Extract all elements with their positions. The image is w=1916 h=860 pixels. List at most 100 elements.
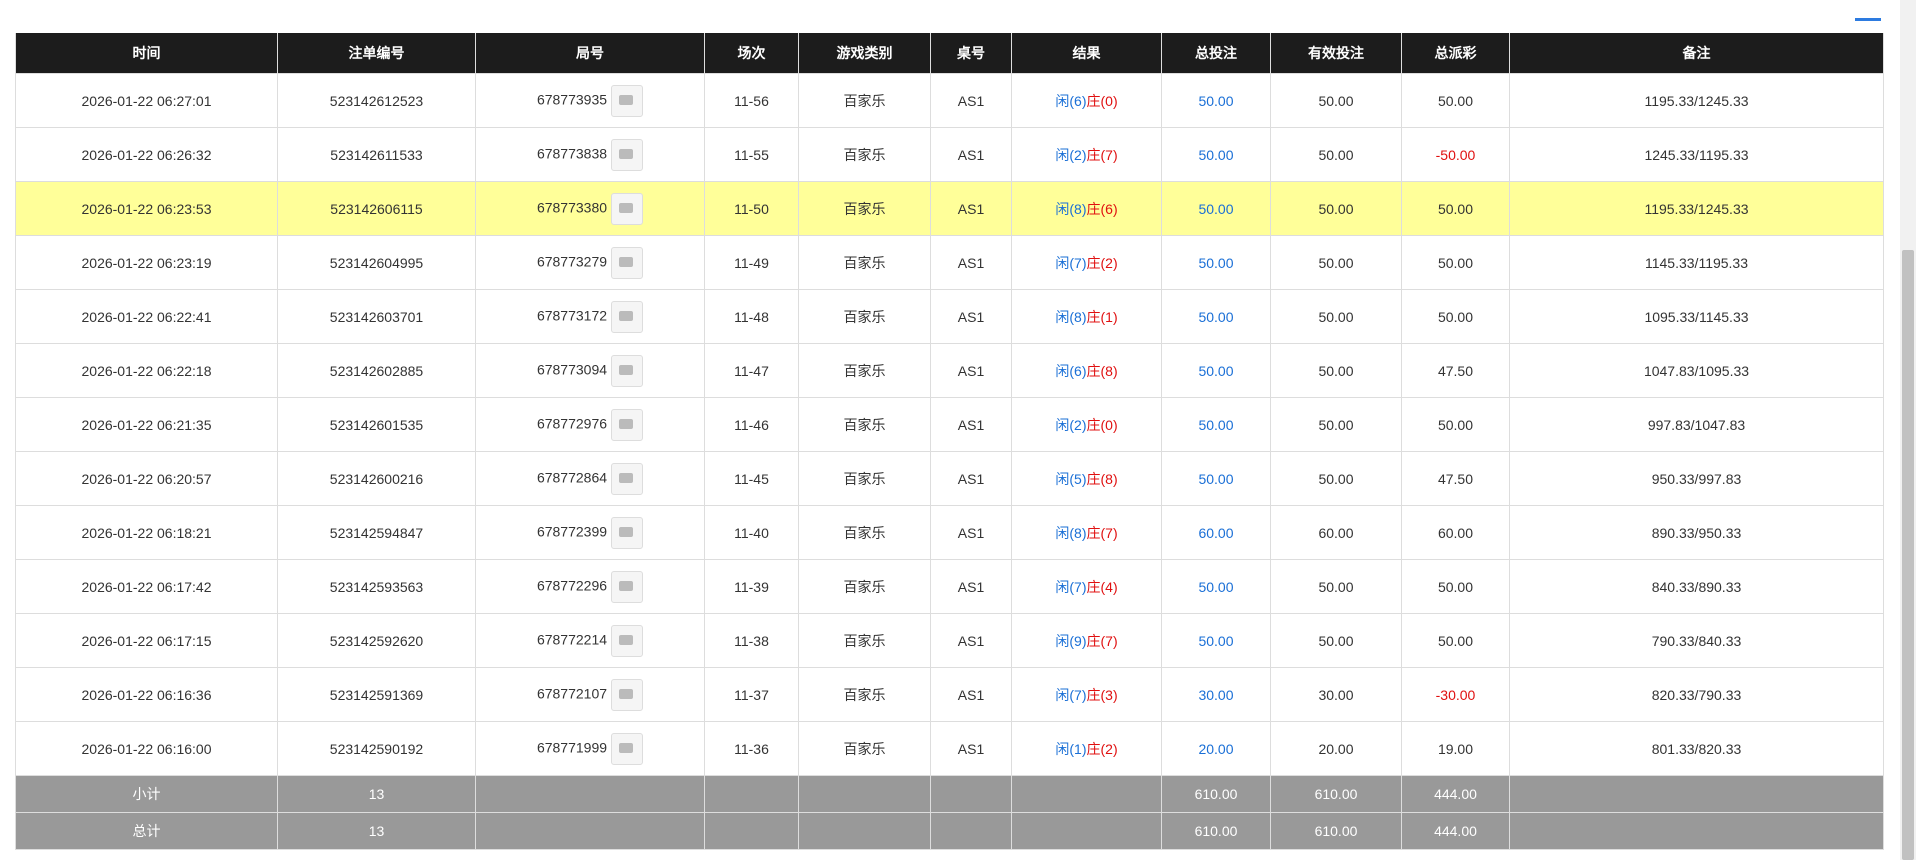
footer-total-bet: 610.00 — [1161, 812, 1271, 850]
bet-id-cell: 523142606115 — [277, 181, 476, 236]
session-cell: 11-46 — [704, 397, 799, 452]
replay-icon[interactable] — [611, 462, 644, 495]
result-cell: 闲(7)庄(4) — [1011, 559, 1162, 614]
banker-result: 庄(2) — [1086, 254, 1118, 271]
desk-cell: AS1 — [930, 667, 1012, 722]
bet-id-cell: 523142603701 — [277, 289, 476, 344]
footer-label: 小计 — [15, 775, 278, 813]
valid-bet: 50.00 — [1318, 362, 1354, 379]
session: 11-56 — [734, 92, 769, 109]
footer-empty — [1011, 812, 1162, 850]
footer-empty — [1509, 775, 1884, 813]
result-cell: 闲(5)庄(8) — [1011, 451, 1162, 506]
game: 百家乐 — [843, 632, 886, 649]
replay-icon[interactable] — [611, 354, 644, 387]
valid-bet-cell: 50.00 — [1270, 289, 1402, 344]
desk: AS1 — [957, 308, 985, 325]
replay-icon[interactable] — [611, 570, 644, 603]
total-bet-cell: 20.00 — [1161, 721, 1271, 776]
game: 百家乐 — [843, 92, 886, 109]
scrollbar-thumb[interactable] — [1902, 250, 1914, 860]
banker-result: 庄(4) — [1086, 578, 1118, 595]
result-cell: 闲(8)庄(6) — [1011, 181, 1162, 236]
replay-icon[interactable] — [611, 246, 644, 279]
desk-cell: AS1 — [930, 451, 1012, 506]
replay-icon[interactable] — [611, 516, 644, 549]
payout-cell: 50.00 — [1401, 397, 1510, 452]
replay-icon[interactable] — [611, 732, 644, 765]
note-cell: 950.33/997.83 — [1509, 451, 1884, 506]
payout: -50.00 — [1435, 146, 1476, 163]
bet-id: 523142600216 — [329, 470, 424, 487]
game-cell: 百家乐 — [798, 397, 931, 452]
column-header: 备注 — [1509, 33, 1884, 74]
desk: AS1 — [957, 578, 985, 595]
total-bet: 50.00 — [1198, 362, 1234, 379]
banker-result: 庄(7) — [1086, 632, 1118, 649]
player-result: 闲(9) — [1055, 632, 1087, 649]
session-cell: 11-38 — [704, 613, 799, 668]
desk: AS1 — [957, 416, 985, 433]
footer-valid-bet: 610.00 — [1270, 812, 1402, 850]
banker-result: 庄(0) — [1086, 416, 1118, 433]
replay-icon[interactable] — [611, 192, 644, 225]
column-header: 时间 — [15, 33, 278, 74]
game-cell: 百家乐 — [798, 181, 931, 236]
footer-payout: 444.00 — [1401, 812, 1510, 850]
round-cell: 678773279 — [475, 235, 705, 290]
payout-cell: -50.00 — [1401, 127, 1510, 182]
desk-cell: AS1 — [930, 73, 1012, 128]
replay-icon[interactable] — [611, 138, 644, 171]
payout-cell: 50.00 — [1401, 235, 1510, 290]
round-cell: 678772107 — [475, 667, 705, 722]
footer-empty — [798, 775, 931, 813]
payout-cell: -30.00 — [1401, 667, 1510, 722]
round: 678773172 — [536, 307, 608, 324]
column-header: 总派彩 — [1401, 33, 1510, 74]
valid-bet-cell: 30.00 — [1270, 667, 1402, 722]
game: 百家乐 — [843, 200, 886, 217]
note: 1095.33/1145.33 — [1644, 308, 1749, 325]
replay-icon[interactable] — [611, 408, 644, 441]
scrollbar[interactable] — [1900, 0, 1916, 860]
time-cell: 2026-01-22 06:26:32 — [15, 127, 278, 182]
time-cell: 2026-01-22 06:27:01 — [15, 73, 278, 128]
desk-cell: AS1 — [930, 613, 1012, 668]
payout: 50.00 — [1437, 200, 1474, 217]
footer-count: 13 — [277, 775, 476, 813]
valid-bet: 50.00 — [1318, 200, 1354, 217]
bet-id: 523142602885 — [329, 362, 424, 379]
bet-id-cell: 523142611533 — [277, 127, 476, 182]
time: 2026-01-22 06:21:35 — [81, 416, 212, 433]
payout-cell: 50.00 — [1401, 289, 1510, 344]
valid-bet-cell: 50.00 — [1270, 613, 1402, 668]
valid-bet: 50.00 — [1318, 92, 1354, 109]
time-cell: 2026-01-22 06:22:18 — [15, 343, 278, 398]
payout: 60.00 — [1437, 524, 1474, 541]
result-cell: 闲(6)庄(8) — [1011, 343, 1162, 398]
replay-icon[interactable] — [611, 624, 644, 657]
desk-cell: AS1 — [930, 721, 1012, 776]
banker-result: 庄(1) — [1086, 308, 1118, 325]
total-bet: 50.00 — [1198, 254, 1234, 271]
session: 11-45 — [734, 470, 769, 487]
session-cell: 11-45 — [704, 451, 799, 506]
table-row: 2026-01-22 06:20:57 523142600216 678772864… — [15, 451, 1884, 506]
table-row: 2026-01-22 06:17:15 523142592620 678772214… — [15, 613, 1884, 668]
player-result: 闲(2) — [1055, 146, 1087, 163]
round-cell: 678773172 — [475, 289, 705, 344]
session-cell: 11-39 — [704, 559, 799, 614]
time: 2026-01-22 06:17:42 — [81, 578, 212, 595]
replay-icon[interactable] — [611, 84, 644, 117]
round-cell: 678773094 — [475, 343, 705, 398]
game-cell: 百家乐 — [798, 73, 931, 128]
replay-icon[interactable] — [611, 300, 644, 333]
session: 11-37 — [734, 686, 769, 703]
banker-result: 庄(3) — [1086, 686, 1118, 703]
note: 1195.33/1245.33 — [1644, 92, 1749, 109]
session-cell: 11-37 — [704, 667, 799, 722]
replay-icon[interactable] — [611, 678, 644, 711]
bet-id-cell: 523142594847 — [277, 505, 476, 560]
payout: 47.50 — [1437, 362, 1474, 379]
table-row: 2026-01-22 06:17:42 523142593563 678772296… — [15, 559, 1884, 614]
